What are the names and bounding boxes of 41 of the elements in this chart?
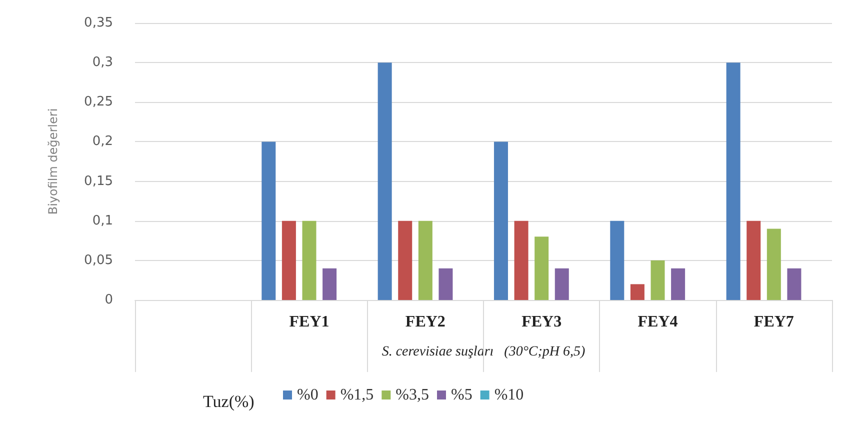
y-tick-label: 0,35 — [84, 16, 113, 30]
y-tick-label: 0 — [104, 292, 113, 308]
bar — [650, 260, 665, 300]
bar — [282, 220, 296, 300]
y-tick-label: 0,05 — [84, 252, 113, 268]
legend-label: %10 — [494, 386, 524, 404]
y-axis-title: Biyofilm değerleri — [46, 108, 60, 215]
y-tick-label: 0,2 — [92, 134, 113, 150]
bar — [302, 220, 316, 300]
bar — [322, 268, 337, 300]
bar — [378, 62, 392, 300]
bar — [746, 220, 761, 300]
x-tick-label: FEY2 — [405, 314, 446, 330]
y-tick-label: 0,15 — [84, 174, 113, 189]
bar — [671, 268, 686, 300]
legend-label: %5 — [450, 386, 472, 404]
bar — [262, 142, 276, 300]
bar — [534, 236, 549, 300]
bar — [398, 220, 412, 300]
legend-label: %3,5 — [396, 386, 429, 404]
legend-title: Tuz(%) — [203, 392, 254, 411]
bar — [554, 268, 569, 300]
x-tick-label: FEY7 — [754, 314, 794, 330]
bar — [494, 142, 508, 300]
y-tick-label: 0,3 — [92, 55, 113, 70]
y-tick-label: 0,25 — [84, 94, 113, 110]
bar — [514, 220, 528, 300]
bar — [418, 220, 432, 300]
x-axis-title: S. cerevisiae suşları (30°C;pH 6,5) — [382, 344, 586, 360]
bar — [726, 62, 740, 300]
bar — [766, 228, 781, 300]
legend-label: %1,5 — [340, 386, 374, 404]
x-tick-label: FEY3 — [522, 314, 562, 330]
y-tick-label: 0,1 — [92, 213, 113, 228]
legend-label: %0 — [297, 386, 318, 404]
bar — [610, 220, 624, 300]
bar — [438, 268, 453, 300]
bar — [787, 268, 802, 300]
x-tick-label: FEY1 — [289, 314, 330, 330]
x-tick-label: FEY4 — [638, 314, 678, 330]
bar — [630, 284, 644, 300]
